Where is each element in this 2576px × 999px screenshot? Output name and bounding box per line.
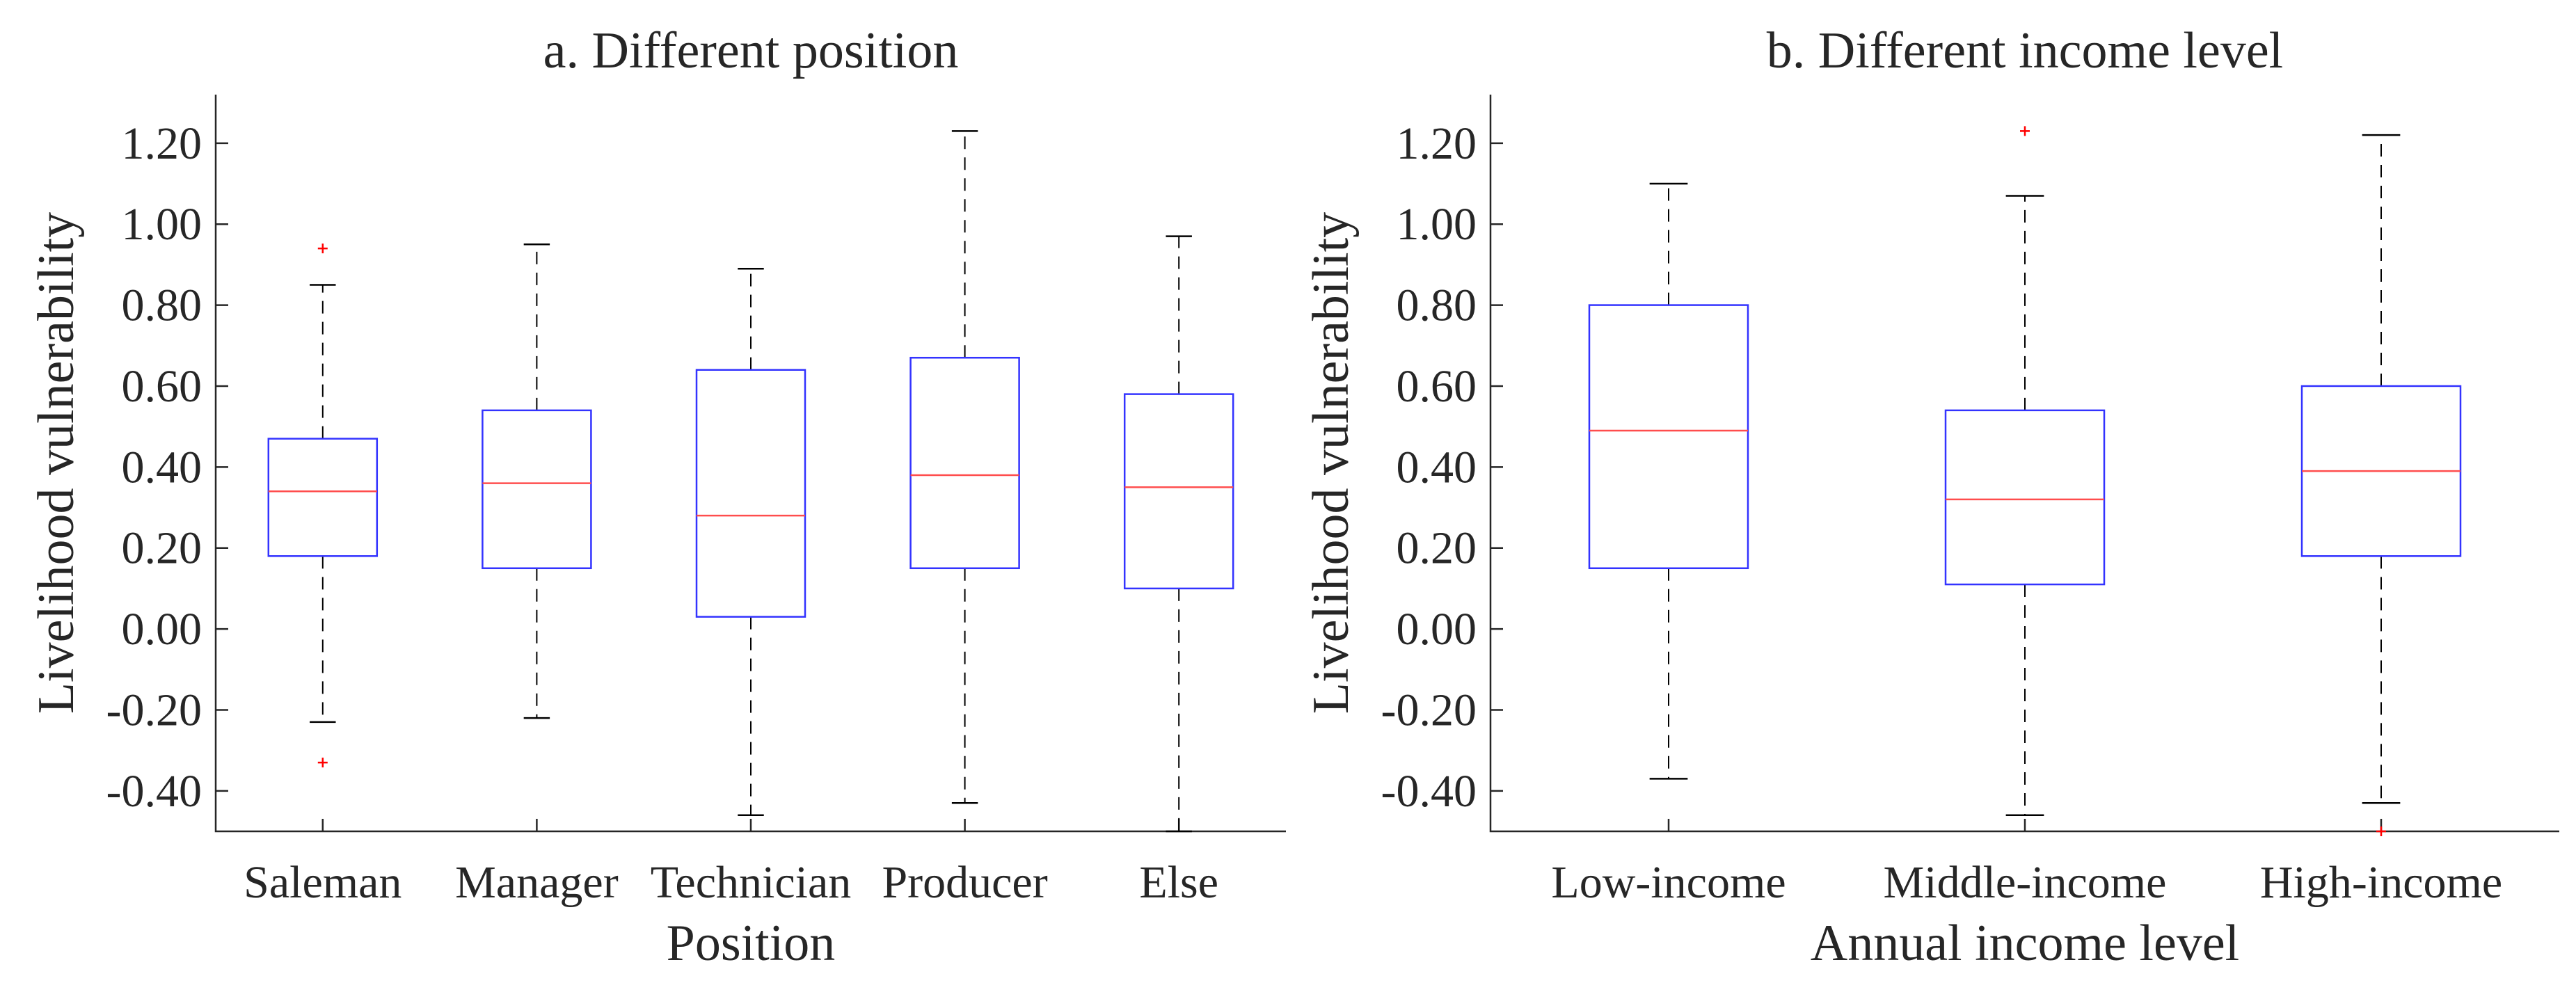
y-tick-label: 0.00	[122, 604, 202, 655]
x-tick-label: Producer	[882, 857, 1047, 908]
x-tick-label: High-income	[2260, 857, 2502, 908]
y-tick-label: 0.40	[1397, 442, 1477, 493]
axes-frame	[1489, 95, 2559, 833]
x-axis-label: Annual income level	[1811, 915, 2239, 972]
x-axis-label: Position	[667, 915, 836, 972]
x-tick-label: Saleman	[244, 857, 401, 908]
y-tick-label: 0.80	[122, 280, 202, 331]
chart-title: a. Different position	[543, 22, 959, 79]
chart-title: b. Different income level	[1767, 22, 2283, 79]
panel-income: b. Different income level Annual income l…	[1303, 22, 2559, 972]
y-tick-label: 1.00	[122, 199, 202, 250]
y-tick-label: 0.80	[1397, 280, 1477, 331]
x-tick-label: Middle-income	[1884, 857, 2167, 908]
y-tick-label: -0.40	[106, 766, 202, 817]
axes-frame	[214, 95, 1286, 833]
y-tick-label: -0.20	[106, 685, 202, 735]
outlier-point	[2020, 126, 2030, 136]
box-iqr	[1944, 409, 2106, 586]
x-tick-label: Else	[1139, 857, 1218, 908]
outlier-point	[317, 758, 328, 768]
y-tick-label: 1.20	[1397, 118, 1477, 169]
x-tick-label: Manager	[455, 857, 619, 908]
outlier-point	[317, 243, 328, 254]
y-tick-label: 0.40	[122, 442, 202, 493]
y-tick-label: 0.20	[1397, 523, 1477, 574]
y-axis-label: Livelihood vulnerability	[1303, 212, 1360, 714]
y-tick-label: 0.20	[122, 523, 202, 574]
y-tick-label: -0.20	[1381, 685, 1477, 735]
outlier-point	[2376, 826, 2386, 836]
y-tick-label: -0.40	[1381, 766, 1477, 817]
x-tick-label: Low-income	[1551, 857, 1786, 908]
box-iqr	[267, 438, 379, 557]
box-iqr	[1588, 304, 1749, 570]
box-iqr	[482, 409, 592, 570]
x-tick-label: Technician	[651, 857, 852, 908]
y-tick-label: 0.60	[1397, 361, 1477, 412]
box-iqr	[909, 356, 1020, 570]
y-tick-label: 0.00	[1397, 604, 1477, 655]
box-iqr	[1123, 393, 1234, 590]
y-tick-label: 1.00	[1397, 199, 1477, 250]
y-axis-label: Livelihood vulnerability	[28, 212, 85, 714]
panel-position: a. Different position Position Livelihood …	[28, 22, 1286, 972]
box-iqr	[695, 369, 806, 618]
y-tick-label: 0.60	[122, 361, 202, 412]
y-tick-label: 1.20	[122, 118, 202, 169]
